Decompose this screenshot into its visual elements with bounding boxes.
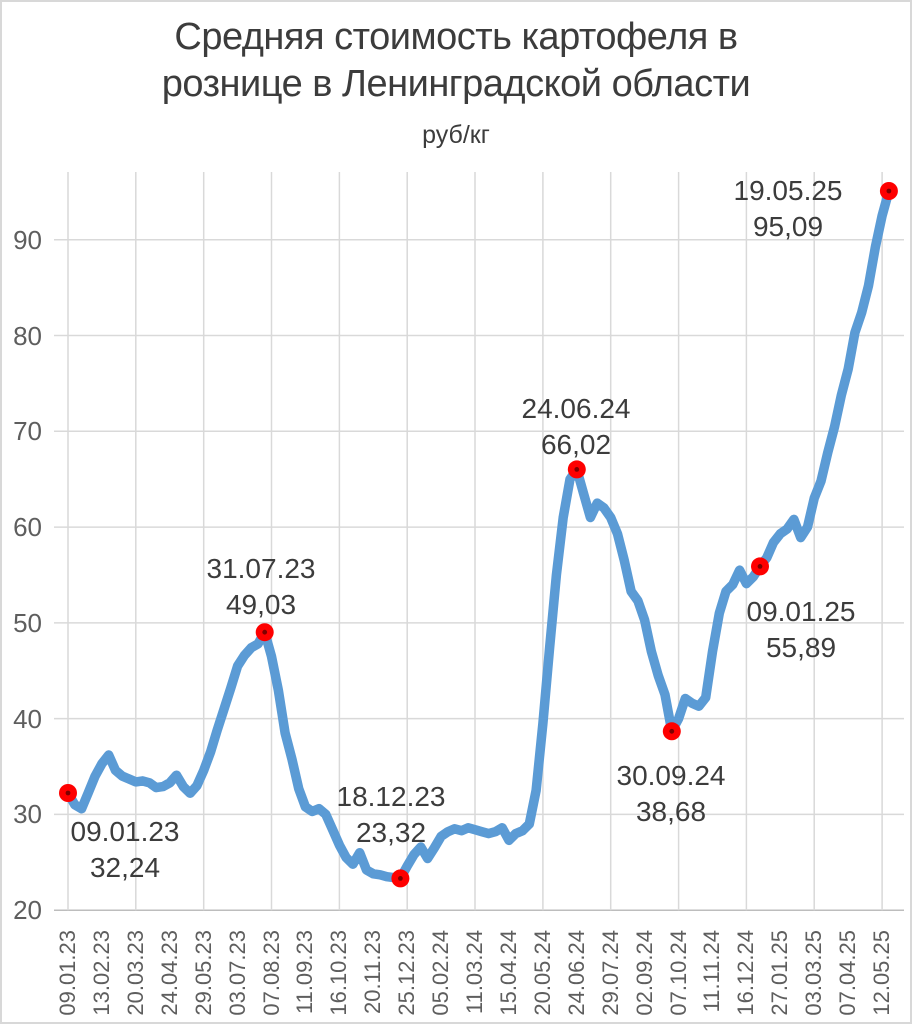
chart-title: Средняя стоимость картофеля в рознице в … [2, 14, 910, 108]
data-marker-center [886, 188, 892, 194]
chart-title-line2: рознице в Ленинградской области [161, 63, 751, 105]
chart-units-label: руб/кг [422, 121, 490, 149]
data-marker-center [262, 629, 268, 635]
data-marker-center [757, 564, 763, 569]
data-marker-center [574, 467, 580, 472]
data-marker-center [398, 876, 403, 881]
data-marker-center [65, 790, 71, 796]
chart-title-line1: Средняя стоимость картофеля в [174, 16, 738, 58]
data-marker-center [669, 728, 675, 734]
price-line [63, 186, 894, 884]
